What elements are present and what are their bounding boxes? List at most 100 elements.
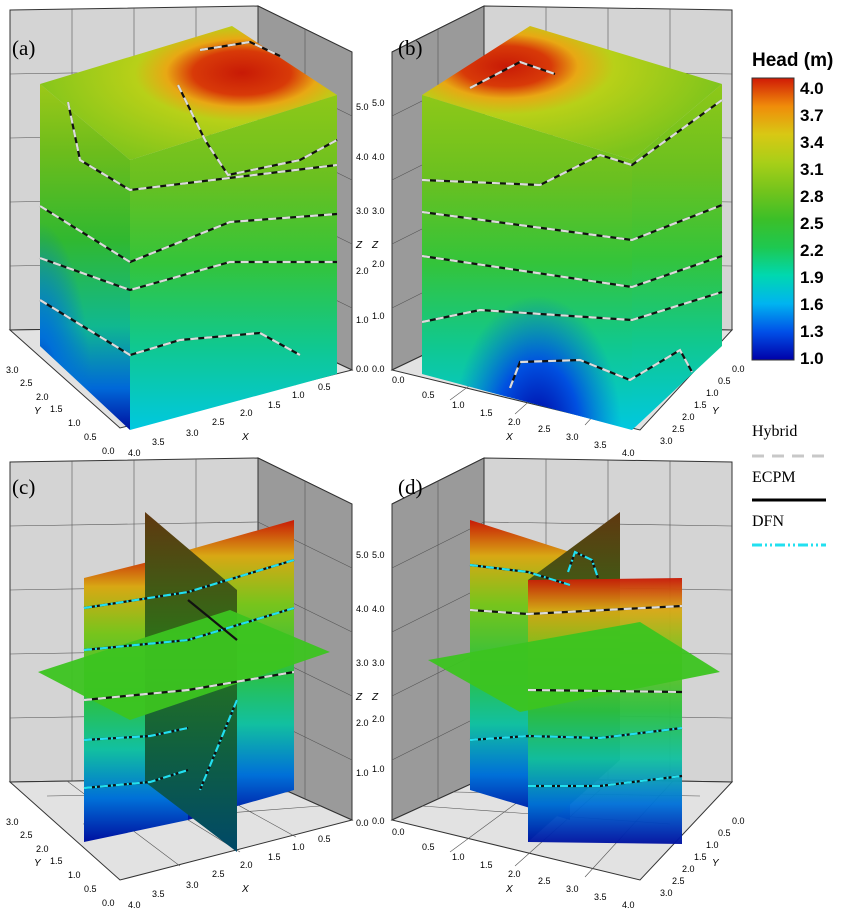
svg-text:0.5: 0.5 bbox=[422, 390, 435, 400]
colorbar-tick-label: 1.9 bbox=[800, 268, 824, 287]
svg-text:3.0: 3.0 bbox=[6, 817, 19, 827]
block-left-face-blue bbox=[422, 95, 632, 430]
contours-d bbox=[469, 550, 683, 788]
svg-text:1.0: 1.0 bbox=[356, 768, 369, 778]
colorbar-tick-label: 2.2 bbox=[800, 241, 824, 260]
svg-text:2.5: 2.5 bbox=[20, 830, 33, 840]
z-tick: 0.0 bbox=[356, 364, 369, 374]
svg-text:3.5: 3.5 bbox=[152, 437, 165, 447]
svg-text:1.5: 1.5 bbox=[268, 400, 281, 410]
y-ticks-a: 3.02.52.01.5 1.00.5 0.0 bbox=[6, 365, 115, 456]
svg-text:2.0: 2.0 bbox=[372, 714, 385, 724]
contours-a bbox=[39, 40, 338, 357]
svg-text:1.5: 1.5 bbox=[480, 860, 493, 870]
colorbar-tick-label: 4.0 bbox=[800, 79, 824, 98]
svg-text:1.0: 1.0 bbox=[68, 870, 81, 880]
z-tick: 3.0 bbox=[356, 206, 369, 216]
panel-d: 0.01.02.03.04.05.0 0.00.51.01.52.02.53.0… bbox=[371, 457, 745, 910]
svg-text:2.0: 2.0 bbox=[508, 417, 521, 427]
svg-text:1.0: 1.0 bbox=[292, 842, 305, 852]
legend-label-dfn: DFN bbox=[752, 513, 784, 530]
svg-text:3.0: 3.0 bbox=[372, 206, 385, 216]
x-axis-title: X bbox=[241, 884, 249, 895]
svg-text:5.0: 5.0 bbox=[372, 550, 385, 560]
z-ticks-a: 0.0 1.0 2.0 3.0 4.0 5.0 bbox=[356, 102, 369, 374]
svg-text:2.5: 2.5 bbox=[672, 876, 685, 886]
z-tick: 5.0 bbox=[356, 102, 369, 112]
svg-text:3.0: 3.0 bbox=[566, 884, 579, 894]
svg-text:4.0: 4.0 bbox=[622, 448, 635, 458]
svg-text:3.5: 3.5 bbox=[594, 892, 607, 902]
svg-text:4.0: 4.0 bbox=[128, 900, 141, 910]
z-axis-title: Z bbox=[371, 692, 379, 703]
x-axis-title: X bbox=[505, 884, 513, 895]
svg-text:1.0: 1.0 bbox=[68, 418, 81, 428]
svg-text:0.0: 0.0 bbox=[372, 816, 385, 826]
slice-back-x2 bbox=[528, 578, 682, 844]
svg-text:0.5: 0.5 bbox=[422, 842, 435, 852]
svg-text:2.0: 2.0 bbox=[36, 392, 49, 402]
svg-text:3.5: 3.5 bbox=[152, 889, 165, 899]
y-axis-title: Y bbox=[34, 406, 42, 417]
svg-text:1.0: 1.0 bbox=[452, 400, 465, 410]
contour-legend: Hybrid ECPM DFN bbox=[752, 423, 826, 547]
legend-label-ecpm: ECPM bbox=[752, 469, 796, 486]
z-tick: 4.0 bbox=[356, 152, 369, 162]
svg-text:0.0: 0.0 bbox=[372, 364, 385, 374]
colorbar-tick-label: 1.0 bbox=[800, 349, 824, 368]
x-axis-title: X bbox=[241, 432, 249, 443]
svg-text:4.0: 4.0 bbox=[128, 448, 141, 458]
svg-text:2.0: 2.0 bbox=[36, 844, 49, 854]
svg-text:0.0: 0.0 bbox=[732, 816, 745, 826]
svg-text:4.0: 4.0 bbox=[372, 152, 385, 162]
panel-label-b: (b) bbox=[398, 36, 423, 60]
colorbar-tick-label: 3.7 bbox=[800, 106, 824, 125]
svg-text:3.5: 3.5 bbox=[594, 440, 607, 450]
svg-text:0.5: 0.5 bbox=[84, 884, 97, 894]
svg-text:1.5: 1.5 bbox=[694, 400, 707, 410]
svg-text:1.0: 1.0 bbox=[292, 390, 305, 400]
z-ticks-b: 0.0 1.0 2.0 3.0 4.0 5.0 bbox=[372, 98, 385, 374]
block-top-face bbox=[40, 26, 337, 160]
colorbar-tick-label: 3.1 bbox=[800, 160, 824, 179]
panel-label-c: (c) bbox=[12, 475, 35, 499]
svg-text:3.0: 3.0 bbox=[660, 888, 673, 898]
svg-text:0.5: 0.5 bbox=[318, 834, 331, 844]
svg-text:0.5: 0.5 bbox=[718, 828, 731, 838]
svg-text:3.0: 3.0 bbox=[660, 436, 673, 446]
z-tick: 1.0 bbox=[356, 315, 369, 325]
svg-text:3.0: 3.0 bbox=[186, 880, 199, 890]
svg-text:2.5: 2.5 bbox=[212, 869, 225, 879]
svg-text:2.0: 2.0 bbox=[240, 408, 253, 418]
svg-text:0.0: 0.0 bbox=[356, 818, 369, 828]
x-ticks-b: 0.0 0.5 1.0 1.5 2.0 2.5 3.0 3.5 4.0 bbox=[392, 375, 635, 458]
svg-text:4.0: 4.0 bbox=[372, 604, 385, 614]
slice-z bbox=[428, 622, 720, 712]
y-axis-title: Y bbox=[34, 858, 42, 869]
slice-z bbox=[38, 610, 330, 720]
svg-text:0.0: 0.0 bbox=[392, 375, 405, 385]
z-axis-title: Z bbox=[355, 692, 363, 703]
svg-text:0.0: 0.0 bbox=[102, 446, 115, 456]
svg-text:1.0: 1.0 bbox=[372, 311, 385, 321]
svg-text:0.5: 0.5 bbox=[718, 376, 731, 386]
legend-label-hybrid: Hybrid bbox=[752, 423, 797, 440]
svg-text:0.0: 0.0 bbox=[392, 827, 405, 837]
colorbar-tick-label: 2.5 bbox=[800, 214, 824, 233]
contours-c bbox=[83, 558, 295, 791]
svg-text:1.5: 1.5 bbox=[268, 852, 281, 862]
colorbar-tick-label: 2.8 bbox=[800, 187, 824, 206]
z-axis-title: Z bbox=[371, 240, 379, 251]
panel-b: 0.01.02.03.04.05.0 0.00.51.01.52.02.53.0… bbox=[371, 5, 745, 458]
svg-text:2.0: 2.0 bbox=[682, 864, 695, 874]
y-ticks-d: 0.00.5 1.0 1.5 2.0 2.5 3.0 bbox=[660, 816, 745, 898]
svg-text:1.0: 1.0 bbox=[706, 388, 719, 398]
colorbar-tick-label: 1.6 bbox=[800, 295, 824, 314]
z-ticks-c: 0.0 1.0 2.0 3.0 4.0 5.0 bbox=[356, 550, 369, 828]
y-axis-title: Y bbox=[712, 406, 720, 417]
svg-text:1.5: 1.5 bbox=[694, 852, 707, 862]
colorbar: Head (m) 4.0 3.7 3.4 3.1 2.8 2.5 2.2 1.9 1.6 1.3 1… bbox=[751, 50, 833, 368]
z-axis-title: Z bbox=[355, 240, 363, 251]
colorbar-tick-label: 3.4 bbox=[800, 133, 824, 152]
